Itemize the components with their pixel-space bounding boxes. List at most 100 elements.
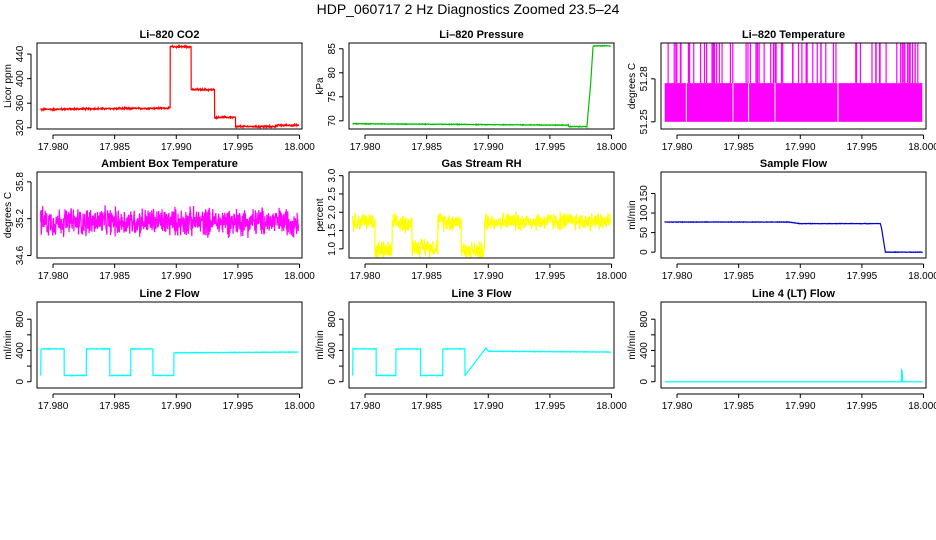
y-tick-label: 34.6 — [15, 245, 26, 265]
y-tick-label: 360 — [15, 94, 26, 111]
data-line — [664, 220, 923, 254]
data-series — [40, 205, 299, 239]
plot-frame — [660, 42, 927, 130]
data-series — [664, 43, 923, 122]
x-tick-label: 17.990 — [473, 271, 504, 282]
x-tick-label: 17.985 — [411, 271, 442, 282]
y-tick-label: 0 — [327, 379, 338, 385]
plot-frame — [348, 42, 615, 130]
y-axis-label: ml/min — [315, 330, 326, 359]
y-tick-label: 320 — [15, 119, 26, 136]
panel-title: Line 3 Flow — [452, 288, 512, 300]
data-line — [40, 43, 299, 129]
data-series — [664, 220, 923, 254]
x-tick-label: 17.990 — [785, 271, 816, 282]
panel-title: Li–820 Temperature — [742, 29, 845, 41]
y-axis: 0 400 800 — [15, 310, 32, 385]
x-tick-label: 18.000 — [284, 401, 315, 412]
chart-panel-9: Line 4 (LT) Flow ml/min 17.980 17.985 17.990… — [627, 288, 936, 412]
y-axis-label: ml/min — [627, 330, 638, 359]
data-line — [664, 367, 923, 383]
y-axis: 0 50 100 150 — [639, 185, 656, 255]
x-tick-label: 18.000 — [596, 401, 627, 412]
y-axis: 0 400 800 — [639, 310, 656, 385]
x-axis: 17.980 17.985 17.990 17.995 18.000 — [350, 393, 627, 412]
y-tick-label: 800 — [327, 310, 338, 327]
y-tick-label: 400 — [327, 342, 338, 359]
x-tick-label: 17.985 — [99, 401, 130, 412]
x-tick-label: 18.000 — [596, 142, 627, 153]
x-tick-label: 17.995 — [535, 401, 566, 412]
y-axis-label: ml/min — [627, 200, 638, 229]
y-axis: 34.6 35.2 35.8 — [15, 172, 32, 265]
x-tick-label: 17.980 — [38, 401, 69, 412]
y-tick-label: 1.0 — [327, 241, 338, 255]
data-band — [664, 83, 923, 122]
x-tick-label: 17.990 — [473, 142, 504, 153]
y-tick-label: 51.28 — [639, 66, 650, 91]
x-tick-label: 17.995 — [223, 271, 254, 282]
x-tick-label: 18.000 — [908, 401, 936, 412]
x-tick-label: 17.990 — [161, 401, 192, 412]
plot-frame — [348, 301, 615, 389]
x-axis: 17.980 17.985 17.990 17.995 18.000 — [350, 134, 627, 153]
y-axis: 70 75 80 85 — [327, 43, 344, 126]
y-tick-label: 400 — [639, 342, 650, 359]
x-tick-label: 17.995 — [535, 142, 566, 153]
chart-panel-3: Li–820 Temperature degrees C 17.980 17.985 1… — [627, 29, 936, 153]
x-tick-label: 17.990 — [161, 271, 192, 282]
y-tick-label: 440 — [15, 45, 26, 62]
page-title: HDP_060717 2 Hz Diagnostics Zoomed 23.5–… — [316, 1, 620, 17]
y-tick-label: 35.8 — [15, 172, 26, 192]
x-tick-label: 17.980 — [662, 401, 693, 412]
plot-frame — [36, 42, 303, 130]
y-axis: 0 400 800 — [327, 310, 344, 385]
y-axis: 1.0 1.5 2.0 2.5 3.0 — [327, 168, 344, 256]
x-tick-label: 17.980 — [350, 271, 381, 282]
y-tick-label: 800 — [15, 310, 26, 327]
x-tick-label: 17.990 — [785, 401, 816, 412]
x-tick-label: 18.000 — [596, 271, 627, 282]
data-line — [352, 211, 611, 258]
plot-frame — [660, 301, 927, 389]
x-tick-label: 17.985 — [723, 271, 754, 282]
x-axis: 17.980 17.985 17.990 17.995 18.000 — [662, 263, 936, 282]
x-tick-label: 17.980 — [38, 142, 69, 153]
y-axis: 51.25 51.28 — [639, 66, 656, 134]
y-tick-label: 400 — [15, 342, 26, 359]
y-tick-label: 2.0 — [327, 205, 338, 219]
y-tick-label: 0 — [639, 379, 650, 385]
plot-frame — [660, 171, 927, 259]
y-axis-label: ml/min — [3, 330, 14, 359]
x-tick-label: 18.000 — [908, 142, 936, 153]
y-tick-label: 50 — [639, 227, 650, 239]
y-axis-label: Licor ppm — [3, 64, 14, 108]
x-tick-label: 17.995 — [535, 271, 566, 282]
x-tick-label: 17.985 — [99, 271, 130, 282]
x-tick-label: 17.985 — [723, 142, 754, 153]
data-series — [352, 44, 611, 129]
x-tick-label: 17.980 — [662, 271, 693, 282]
x-tick-label: 17.990 — [473, 401, 504, 412]
panel-title: Line 2 Flow — [140, 288, 200, 300]
x-tick-label: 17.995 — [223, 401, 254, 412]
y-tick-label: 35.2 — [15, 209, 26, 229]
data-series — [40, 347, 299, 377]
y-tick-label: 400 — [15, 70, 26, 87]
y-tick-label: 0 — [639, 249, 650, 255]
plot-frame — [36, 301, 303, 389]
x-tick-label: 17.980 — [662, 142, 693, 153]
chart-panel-6: Sample Flow ml/min 17.980 17.985 17.990 17.99… — [627, 158, 936, 282]
y-axis-label: degrees C — [627, 63, 638, 109]
y-axis-label: kPa — [315, 77, 326, 95]
data-series — [664, 367, 923, 383]
panel-title: Li–820 Pressure — [439, 29, 523, 41]
x-tick-label: 17.985 — [723, 401, 754, 412]
x-tick-label: 17.980 — [350, 142, 381, 153]
panel-title: Line 4 (LT) Flow — [752, 288, 835, 300]
